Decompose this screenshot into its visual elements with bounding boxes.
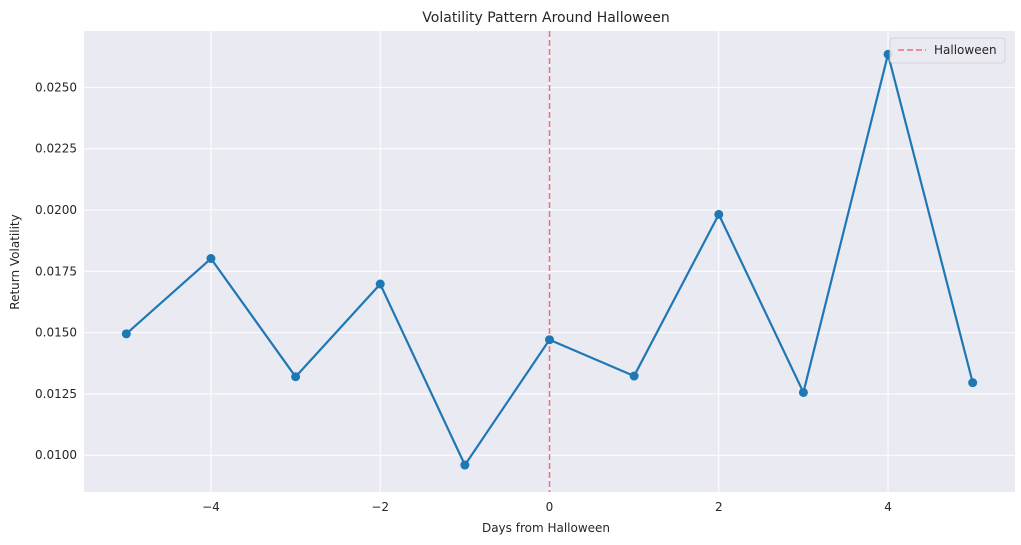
- y-tick-label: 0.0250: [35, 80, 77, 94]
- chart-title: Volatility Pattern Around Halloween: [422, 10, 669, 26]
- y-tick-label: 0.0200: [35, 203, 77, 217]
- x-axis-ticks: −4 −2 0 2 4: [202, 500, 892, 514]
- data-point: [968, 378, 978, 388]
- data-point: [798, 387, 808, 397]
- data-point: [121, 329, 131, 339]
- x-tick-label: 2: [715, 500, 723, 514]
- legend: Halloween: [889, 37, 1006, 64]
- data-point: [291, 372, 301, 382]
- y-tick-label: 0.0150: [35, 326, 77, 340]
- x-tick-label: −4: [202, 500, 220, 514]
- legend-label-halloween: Halloween: [934, 43, 997, 57]
- x-tick-label: −2: [371, 500, 389, 514]
- data-point: [206, 254, 216, 264]
- y-tick-label: 0.0100: [35, 448, 77, 462]
- data-point: [629, 371, 639, 381]
- legend-box: [889, 37, 1006, 64]
- data-points: [121, 49, 978, 470]
- data-point: [375, 279, 385, 289]
- x-tick-label: 4: [884, 500, 892, 514]
- y-tick-label: 0.0125: [35, 387, 77, 401]
- x-axis-label: Days from Halloween: [482, 521, 610, 535]
- data-point: [545, 335, 554, 345]
- y-tick-label: 0.0175: [35, 264, 77, 278]
- y-tick-label: 0.0225: [35, 142, 77, 156]
- y-axis-label: Return Volatility: [8, 214, 22, 309]
- data-point: [714, 209, 724, 219]
- x-tick-label: 0: [546, 500, 554, 514]
- y-axis-ticks: 0.0100 0.0125 0.0150 0.0175 0.0200 0.0225 0.02…: [35, 80, 77, 462]
- data-point: [460, 460, 470, 470]
